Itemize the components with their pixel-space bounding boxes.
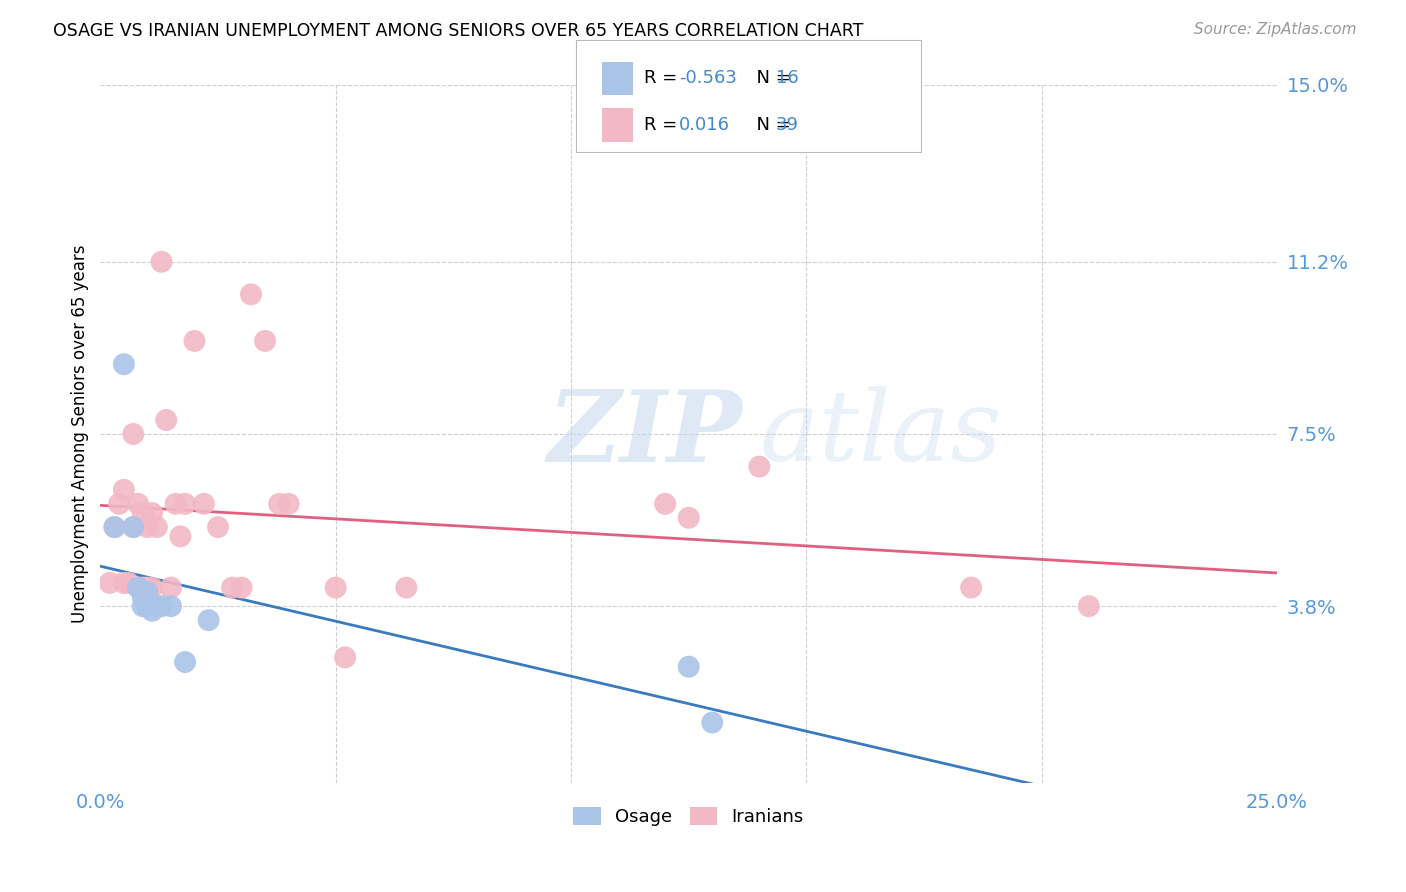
- Point: [136, 520, 159, 534]
- Text: 16: 16: [776, 70, 799, 87]
- Point: [122, 520, 145, 534]
- Point: [112, 576, 135, 591]
- Point: [136, 585, 159, 599]
- Point: [207, 520, 229, 534]
- Point: [136, 599, 159, 614]
- Point: [132, 581, 155, 595]
- Text: ZIP: ZIP: [547, 385, 742, 483]
- Point: [197, 613, 219, 627]
- Point: [183, 334, 205, 348]
- Point: [103, 520, 125, 534]
- Text: atlas: atlas: [759, 386, 1002, 482]
- Point: [146, 520, 169, 534]
- Point: [98, 576, 121, 591]
- Text: N =: N =: [745, 116, 797, 134]
- Point: [117, 576, 139, 591]
- Point: [146, 599, 169, 614]
- Text: 39: 39: [776, 116, 799, 134]
- Point: [122, 427, 145, 442]
- Point: [174, 655, 197, 669]
- Text: R =: R =: [644, 116, 683, 134]
- Point: [1077, 599, 1099, 614]
- Point: [108, 497, 131, 511]
- Point: [240, 287, 263, 301]
- Point: [169, 529, 191, 543]
- Point: [141, 506, 163, 520]
- Point: [160, 599, 183, 614]
- Text: OSAGE VS IRANIAN UNEMPLOYMENT AMONG SENIORS OVER 65 YEARS CORRELATION CHART: OSAGE VS IRANIAN UNEMPLOYMENT AMONG SENI…: [53, 22, 863, 40]
- Point: [193, 497, 215, 511]
- Point: [174, 497, 197, 511]
- Point: [155, 413, 177, 427]
- Point: [678, 659, 700, 673]
- Point: [325, 581, 347, 595]
- Text: -0.563: -0.563: [679, 70, 737, 87]
- Point: [141, 604, 163, 618]
- Point: [150, 254, 173, 268]
- Point: [112, 357, 135, 371]
- Point: [132, 599, 155, 614]
- Point: [221, 581, 243, 595]
- Legend: Osage, Iranians: Osage, Iranians: [567, 799, 811, 833]
- Point: [678, 510, 700, 524]
- Point: [702, 715, 724, 730]
- Point: [254, 334, 277, 348]
- Point: [127, 581, 149, 595]
- Point: [122, 520, 145, 534]
- Text: R =: R =: [644, 70, 683, 87]
- Point: [748, 459, 770, 474]
- Point: [333, 650, 356, 665]
- Point: [395, 581, 418, 595]
- Point: [654, 497, 676, 511]
- Text: N =: N =: [745, 70, 797, 87]
- Point: [231, 581, 253, 595]
- Point: [112, 483, 135, 497]
- Point: [136, 581, 159, 595]
- Point: [141, 581, 163, 595]
- Point: [127, 497, 149, 511]
- Point: [132, 506, 155, 520]
- Point: [960, 581, 983, 595]
- Point: [277, 497, 299, 511]
- Y-axis label: Unemployment Among Seniors over 65 years: Unemployment Among Seniors over 65 years: [72, 244, 89, 624]
- Point: [160, 581, 183, 595]
- Point: [150, 599, 173, 614]
- Text: 0.016: 0.016: [679, 116, 730, 134]
- Point: [269, 497, 291, 511]
- Text: Source: ZipAtlas.com: Source: ZipAtlas.com: [1194, 22, 1357, 37]
- Point: [103, 520, 125, 534]
- Point: [132, 590, 155, 604]
- Point: [165, 497, 187, 511]
